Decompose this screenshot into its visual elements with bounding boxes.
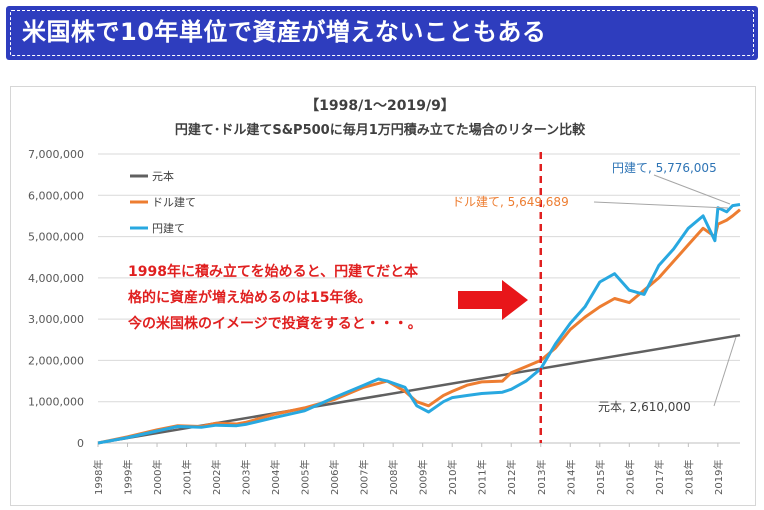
y-tick-label: 0 xyxy=(77,437,84,450)
y-tick-label: 1,000,000 xyxy=(28,396,84,409)
x-tick-label: 1999年 xyxy=(122,460,135,495)
y-tick-label: 7,000,000 xyxy=(28,148,84,161)
x-tick-label: 2006年 xyxy=(328,460,341,495)
y-tick-label: 6,000,000 xyxy=(28,189,84,202)
x-tick-label: 2015年 xyxy=(594,460,607,495)
dollar-value-label: ドル建て, 5,649,689 xyxy=(452,195,569,209)
y-tick-label: 4,000,000 xyxy=(28,272,84,285)
x-tick-label: 2002年 xyxy=(210,460,223,495)
x-tick-label: 2009年 xyxy=(417,460,430,495)
x-tick-label: 2001年 xyxy=(181,460,194,495)
page-title: 米国株で10年単位で資産が増えないこともある xyxy=(22,18,547,46)
x-tick-label: 2010年 xyxy=(446,460,459,495)
legend-label: 元本 xyxy=(152,169,174,183)
chart-title: 【1998/1～2019/9】 xyxy=(305,98,455,114)
principal-value-label: 元本, 2,610,000 xyxy=(598,400,691,414)
note-line: 今の米国株のイメージで投資をすると・・・。 xyxy=(127,315,422,332)
banner-dashed-border xyxy=(10,10,754,56)
legend-label: 円建て xyxy=(152,221,185,235)
principal-leader-line xyxy=(713,336,737,407)
y-tick-label: 5,000,000 xyxy=(28,231,84,244)
note-line: 格的に資産が増え始めるのは15年後。 xyxy=(128,289,371,306)
y-tick-label: 2,000,000 xyxy=(28,354,84,367)
x-tick-label: 2011年 xyxy=(476,460,489,495)
x-tick-label: 2000年 xyxy=(151,460,164,495)
series-line-ドル建て xyxy=(97,208,741,445)
x-tick-label: 2012年 xyxy=(505,460,518,495)
yen-leader-line xyxy=(653,174,731,205)
x-tick-label: 2017年 xyxy=(653,460,666,495)
x-tick-label: 2014年 xyxy=(564,460,577,495)
red-arrow xyxy=(458,280,528,320)
x-tick-label: 2013年 xyxy=(535,460,548,495)
x-tick-label: 2003年 xyxy=(240,460,253,495)
x-tick-label: 2018年 xyxy=(682,460,695,495)
x-tick-label: 2007年 xyxy=(358,460,371,495)
y-tick-label: 3,000,000 xyxy=(28,313,84,326)
x-tick-label: 2004年 xyxy=(269,460,282,495)
header-banner: 米国株で10年単位で資産が増えないこともある xyxy=(6,6,758,60)
series-line-円建て xyxy=(97,203,741,445)
yen-value-label: 円建て, 5,776,005 xyxy=(612,161,717,175)
x-tick-label: 2005年 xyxy=(299,460,312,495)
x-tick-label: 2008年 xyxy=(387,460,400,495)
x-tick-label: 2019年 xyxy=(712,460,725,495)
legend-label: ドル建て xyxy=(152,195,196,209)
dollar-leader-line xyxy=(593,201,729,209)
chart-subtitle: 円建て･ドル建てS&P500に毎月1万円積み立てた場合のリターン比較 xyxy=(175,122,586,138)
x-tick-label: 1998年 xyxy=(92,460,105,495)
x-tick-label: 2016年 xyxy=(623,460,636,495)
note-line: 1998年に積み立てを始めると、円建てだと本 xyxy=(128,263,419,280)
